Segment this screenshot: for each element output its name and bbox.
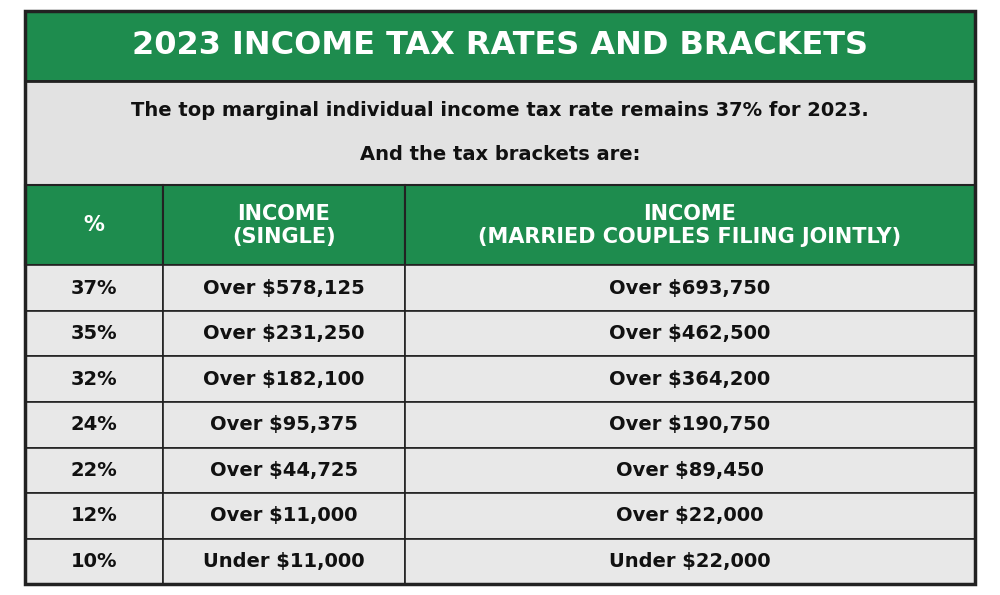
Bar [163,447,405,493]
Bar [163,402,405,447]
Bar [163,356,405,402]
Text: Over $89,450: Over $89,450 [616,461,764,480]
Text: 10%: 10% [71,552,117,571]
Text: 32%: 32% [71,369,117,389]
Text: Over $364,200: Over $364,200 [609,369,771,389]
Bar [405,185,975,265]
Bar [25,493,163,538]
Bar [405,538,975,584]
Text: Over $44,725: Over $44,725 [210,461,358,480]
Text: Over $182,100: Over $182,100 [203,369,365,389]
Bar [25,311,163,356]
Bar [405,493,975,538]
Text: 12%: 12% [70,506,117,525]
Text: Under $22,000: Under $22,000 [609,552,771,571]
Text: 35%: 35% [71,324,117,343]
Bar [163,185,405,265]
Text: Under $11,000: Under $11,000 [203,552,365,571]
Bar [163,493,405,538]
Text: The top marginal individual income tax rate remains 37% for 2023.

And the tax b: The top marginal individual income tax r… [131,102,869,164]
Text: Over $693,750: Over $693,750 [609,278,771,298]
Text: Over $231,250: Over $231,250 [203,324,365,343]
Bar [25,265,163,311]
Text: %: % [83,215,104,235]
Bar [25,447,163,493]
Bar [405,402,975,447]
Bar [163,538,405,584]
Bar [25,81,975,185]
Bar [25,356,163,402]
Text: 24%: 24% [70,415,117,434]
Text: 2023 INCOME TAX RATES AND BRACKETS: 2023 INCOME TAX RATES AND BRACKETS [132,30,868,61]
Text: Over $11,000: Over $11,000 [210,506,358,525]
Bar [163,265,405,311]
Bar [405,311,975,356]
Text: Over $578,125: Over $578,125 [203,278,365,298]
Text: Over $95,375: Over $95,375 [210,415,358,434]
Bar [25,11,975,81]
Bar [25,402,163,447]
Text: Over $462,500: Over $462,500 [609,324,771,343]
Text: 37%: 37% [71,278,117,298]
Bar [405,265,975,311]
Text: 22%: 22% [70,461,117,480]
Bar [405,447,975,493]
Text: Over $190,750: Over $190,750 [609,415,771,434]
Text: INCOME
(MARRIED COUPLES FILING JOINTLY): INCOME (MARRIED COUPLES FILING JOINTLY) [478,203,902,247]
Bar [25,538,163,584]
Text: INCOME
(SINGLE): INCOME (SINGLE) [232,203,336,247]
Bar [163,311,405,356]
Bar [405,356,975,402]
Text: Over $22,000: Over $22,000 [616,506,764,525]
Bar [25,185,163,265]
